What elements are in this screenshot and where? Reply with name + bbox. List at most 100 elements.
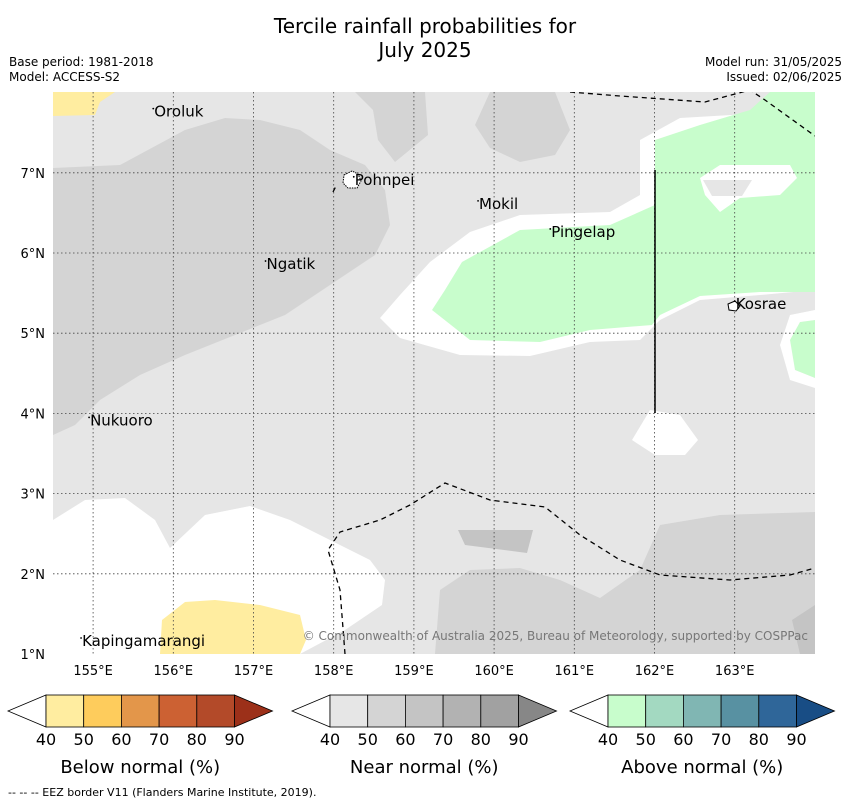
title-line-2: July 2025 — [378, 38, 472, 62]
colorbar-tick-label: 40 — [320, 730, 340, 749]
y-axis-ticks: 7°N 6°N 5°N 4°N 3°N 2°N 1°N — [21, 167, 46, 663]
colorbar-extend-low — [290, 694, 331, 728]
colorbar-tick-label: 60 — [111, 730, 131, 749]
eez-borders — [327, 92, 815, 654]
near-normal-60-70-patch-south — [458, 530, 533, 553]
place-labels: Oroluk Pohnpei Mokil Pingelap Ngatik Kosrae Nu… — [80, 103, 786, 650]
colorbar-tick-label: 50 — [636, 730, 656, 749]
place-marker — [549, 228, 552, 230]
colorbar-cell — [442, 694, 482, 728]
model-name: Model: ACCESS-S2 — [9, 70, 121, 84]
issued-date: Issued: 02/06/2025 — [726, 70, 842, 84]
place-marker — [88, 416, 90, 419]
place-label: Nukuoro — [90, 411, 153, 429]
colorbar-tick-label: 70 — [433, 730, 453, 749]
colorbar-cell — [720, 694, 760, 728]
colorbar-tick-label: 50 — [74, 730, 94, 749]
x-tick-label: 156°E — [154, 664, 194, 679]
colorbar-extend-high — [234, 694, 274, 728]
near-normal-50-60-region-west — [53, 118, 390, 435]
no-signal-patch-4n — [632, 410, 698, 455]
place-marker — [80, 637, 82, 639]
place-marker — [352, 175, 355, 178]
meta-right: Model run: 31/05/2025 Issued: 02/06/2025 — [705, 55, 842, 85]
eez-border-pohnpei — [332, 185, 337, 193]
colorbar-extend-high — [518, 694, 558, 728]
gridlines — [53, 92, 815, 654]
colorbar-cell — [367, 694, 406, 728]
x-tick-label: 161°E — [555, 664, 595, 679]
near-normal-50-60-region-southeast — [435, 512, 815, 654]
eez-border-north — [569, 92, 815, 137]
no-signal-region-south — [53, 498, 385, 654]
colorbar-tick-label: 60 — [395, 730, 415, 749]
x-tick-label: 162°E — [635, 664, 675, 679]
colorbar-tick-label: 80 — [187, 730, 207, 749]
meta-left: Base period: 1981-2018 Model: ACCESS-S2 — [9, 55, 154, 85]
y-tick-label: 4°N — [21, 407, 46, 422]
place-marker — [152, 107, 155, 110]
kosrae-island-outline — [727, 300, 741, 312]
y-tick-label: 2°N — [21, 568, 46, 583]
x-axis-ticks: 155°E 156°E 157°E 158°E 159°E 160°E 161°E 162°E… — [73, 664, 754, 679]
colorbar-title: Below normal (%) — [60, 757, 220, 778]
y-tick-label: 7°N — [21, 167, 46, 182]
colorbar-cell — [121, 694, 160, 728]
colorbar-tick-label: 40 — [36, 730, 56, 749]
colorbar-tick-label: 80 — [749, 730, 769, 749]
colorbar-tick-label: 90 — [508, 730, 528, 749]
y-tick-label: 3°N — [21, 488, 46, 503]
place-marker — [477, 199, 479, 202]
no-signal-ring-east — [780, 310, 815, 388]
colorbar-cell — [480, 694, 519, 728]
colorbar-tick-label: 70 — [711, 730, 731, 749]
model-run: Model run: 31/05/2025 — [704, 55, 842, 69]
colorbar-tick-label: 90 — [786, 730, 806, 749]
colorbar-cell — [196, 694, 235, 728]
near-normal-60-70-patch-corner — [792, 605, 815, 654]
colorbar-tick-label: 40 — [598, 730, 618, 749]
colorbar-cell — [45, 694, 85, 728]
colorbar-tick-label: 50 — [358, 730, 378, 749]
near-normal-50-60-patch-mokil — [475, 92, 570, 162]
colorbar-cell — [404, 694, 444, 728]
x-tick-label: 158°E — [314, 664, 354, 679]
colorbar-extend-low — [568, 694, 609, 728]
x-tick-label: 157°E — [234, 664, 274, 679]
place-label: Mokil — [479, 195, 518, 213]
above-normal-40-50-region — [432, 92, 815, 342]
y-tick-label: 5°N — [21, 327, 46, 342]
colorbar-title: Near normal (%) — [350, 757, 499, 778]
title-line-1: Tercile rainfall probabilities for — [273, 14, 577, 38]
copyright-notice: © Commonwealth of Australia 2025, Bureau… — [303, 629, 808, 643]
colorbar-tick-label: 70 — [149, 730, 169, 749]
colorbar-tick-label: 90 — [224, 730, 244, 749]
x-tick-label: 163°E — [715, 664, 755, 679]
y-tick-label: 6°N — [21, 247, 46, 262]
y-tick-label: 1°N — [21, 648, 46, 663]
x-tick-label: 159°E — [394, 664, 434, 679]
near-normal-hole-north — [703, 180, 752, 196]
colorbar-cell — [683, 694, 722, 728]
colorbar-title: Above normal (%) — [621, 757, 783, 778]
place-label: Pohnpei — [355, 171, 415, 189]
place-label: Pingelap — [551, 223, 615, 241]
map-title: Tercile rainfall probabilities for July … — [0, 14, 850, 62]
colorbar-tick-label: 80 — [471, 730, 491, 749]
colorbar-cell — [83, 694, 122, 728]
near-normal-50-60-patch-north — [355, 92, 428, 162]
colorbar-cell — [645, 694, 684, 728]
place-label: Kosrae — [736, 295, 787, 313]
pohnpei-island-outline — [342, 170, 362, 189]
colorbar-cell — [607, 694, 647, 728]
place-label: Kapingamarangi — [82, 632, 205, 650]
colorbar-extend-low — [6, 694, 47, 728]
place-marker — [264, 260, 267, 262]
place-label: Oroluk — [154, 103, 203, 121]
eez-footnote: -- -- -- EEZ border V11 (Flanders Marine… — [8, 786, 317, 799]
base-period: Base period: 1981-2018 — [9, 55, 154, 69]
eez-border-south — [327, 482, 815, 654]
